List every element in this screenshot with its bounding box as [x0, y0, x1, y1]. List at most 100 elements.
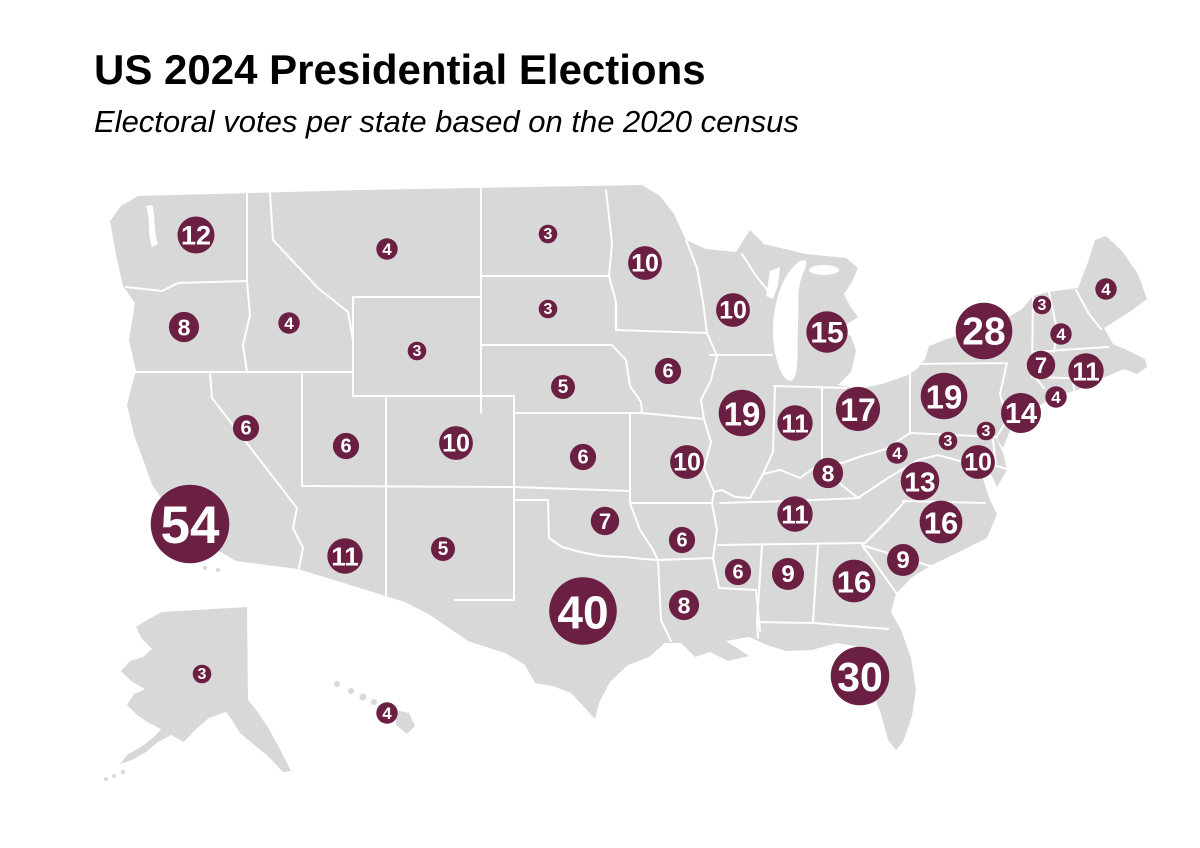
state-circle-WI[interactable]: [716, 293, 750, 327]
state-circle-VA[interactable]: [900, 461, 940, 501]
state-circle-HI[interactable]: [376, 702, 398, 724]
state-circle-MT[interactable]: [376, 238, 398, 260]
state-marker-ME[interactable]: 4: [1095, 278, 1117, 300]
state-circle-IA[interactable]: [654, 357, 682, 385]
state-circle-CA[interactable]: [150, 484, 230, 564]
state-marker-WI[interactable]: 10: [716, 293, 750, 327]
state-circle-KY[interactable]: [812, 457, 844, 489]
state-marker-MN[interactable]: 10: [628, 246, 662, 280]
state-marker-AR[interactable]: 6: [668, 526, 696, 554]
state-circle-MS[interactable]: [724, 558, 752, 586]
state-marker-HI[interactable]: 4: [376, 702, 398, 724]
state-circle-VT[interactable]: [1032, 295, 1052, 315]
state-circle-WA[interactable]: [177, 216, 215, 254]
state-marker-DE[interactable]: 3: [976, 421, 996, 441]
state-circle-ME[interactable]: [1095, 278, 1117, 300]
state-circle-MN[interactable]: [628, 246, 662, 280]
state-marker-NC[interactable]: 16: [919, 500, 963, 544]
state-circle-WY[interactable]: [407, 341, 427, 361]
state-circle-WV[interactable]: [886, 442, 908, 464]
state-circle-MI[interactable]: [806, 311, 848, 353]
state-marker-MI[interactable]: 15: [806, 311, 848, 353]
state-marker-IL[interactable]: 19: [718, 389, 766, 437]
state-marker-WA[interactable]: 12: [177, 216, 215, 254]
state-marker-CT[interactable]: 7: [1026, 350, 1056, 380]
state-circle-NH[interactable]: [1050, 323, 1072, 345]
state-circle-DE[interactable]: [976, 421, 996, 441]
state-marker-KY[interactable]: 8: [812, 457, 844, 489]
state-marker-IN[interactable]: 11: [777, 405, 813, 441]
state-marker-SC[interactable]: 9: [887, 544, 919, 576]
state-circle-MD[interactable]: [961, 445, 995, 479]
state-marker-MD[interactable]: 10: [961, 445, 995, 479]
state-circle-OH[interactable]: [835, 386, 881, 432]
state-marker-NH[interactable]: 4: [1050, 323, 1072, 345]
state-circle-NV[interactable]: [232, 414, 260, 442]
state-marker-KS[interactable]: 6: [569, 443, 597, 471]
state-circle-UT[interactable]: [332, 432, 360, 460]
state-marker-RI[interactable]: 4: [1045, 386, 1067, 408]
state-marker-NM[interactable]: 5: [431, 537, 455, 561]
state-circle-NY[interactable]: [955, 302, 1013, 360]
state-circle-SD[interactable]: [538, 299, 558, 319]
state-marker-CA[interactable]: 54: [150, 484, 230, 564]
state-circle-AK[interactable]: [192, 664, 212, 684]
state-marker-OR[interactable]: 8: [168, 311, 200, 343]
state-marker-MO[interactable]: 10: [670, 445, 704, 479]
state-marker-LA[interactable]: 8: [668, 589, 700, 621]
state-circle-OR[interactable]: [168, 311, 200, 343]
state-marker-AK[interactable]: 3: [192, 664, 212, 684]
state-marker-SD[interactable]: 3: [538, 299, 558, 319]
state-marker-OK[interactable]: 7: [590, 506, 620, 536]
state-circle-MO[interactable]: [670, 445, 704, 479]
state-marker-AL[interactable]: 9: [772, 558, 804, 590]
state-marker-IA[interactable]: 6: [654, 357, 682, 385]
state-circle-GA[interactable]: [832, 559, 876, 603]
state-circle-NJ[interactable]: [1001, 393, 1041, 433]
state-marker-MT[interactable]: 4: [376, 238, 398, 260]
state-circle-ID[interactable]: [278, 312, 300, 334]
state-marker-NY[interactable]: 28: [955, 302, 1013, 360]
state-marker-GA[interactable]: 16: [832, 559, 876, 603]
state-marker-VA[interactable]: 13: [900, 461, 940, 501]
state-circle-AR[interactable]: [668, 526, 696, 554]
state-circle-FL[interactable]: [830, 646, 890, 706]
state-marker-MA[interactable]: 11: [1068, 353, 1104, 389]
state-marker-WV[interactable]: 4: [886, 442, 908, 464]
state-marker-ID[interactable]: 4: [278, 312, 300, 334]
state-circle-PA[interactable]: [920, 372, 968, 420]
state-marker-TN[interactable]: 11: [777, 496, 813, 532]
state-circle-OK[interactable]: [590, 506, 620, 536]
state-circle-NC[interactable]: [919, 500, 963, 544]
state-marker-WY[interactable]: 3: [407, 341, 427, 361]
state-circle-CO[interactable]: [439, 426, 473, 460]
state-marker-ND[interactable]: 3: [538, 224, 558, 244]
state-marker-DC[interactable]: 3: [938, 431, 958, 451]
state-circle-AL[interactable]: [772, 558, 804, 590]
state-circle-IL[interactable]: [718, 389, 766, 437]
state-marker-UT[interactable]: 6: [332, 432, 360, 460]
state-circle-SC[interactable]: [887, 544, 919, 576]
state-circle-RI[interactable]: [1045, 386, 1067, 408]
state-circle-NE[interactable]: [551, 375, 575, 399]
state-marker-FL[interactable]: 30: [830, 646, 890, 706]
state-marker-CO[interactable]: 10: [439, 426, 473, 460]
state-circle-CT[interactable]: [1026, 350, 1056, 380]
state-circle-NM[interactable]: [431, 537, 455, 561]
state-marker-AZ[interactable]: 11: [327, 538, 363, 574]
state-marker-OH[interactable]: 17: [835, 386, 881, 432]
state-circle-ND[interactable]: [538, 224, 558, 244]
state-marker-MS[interactable]: 6: [724, 558, 752, 586]
state-marker-NJ[interactable]: 14: [1001, 393, 1041, 433]
state-circle-LA[interactable]: [668, 589, 700, 621]
state-circle-AZ[interactable]: [327, 538, 363, 574]
state-marker-NE[interactable]: 5: [551, 375, 575, 399]
state-circle-TN[interactable]: [777, 496, 813, 532]
state-marker-PA[interactable]: 19: [920, 372, 968, 420]
state-marker-VT[interactable]: 3: [1032, 295, 1052, 315]
state-marker-TX[interactable]: 40: [549, 577, 617, 645]
state-circle-DC[interactable]: [938, 431, 958, 451]
state-circle-IN[interactable]: [777, 405, 813, 441]
state-circle-MA[interactable]: [1068, 353, 1104, 389]
state-marker-NV[interactable]: 6: [232, 414, 260, 442]
